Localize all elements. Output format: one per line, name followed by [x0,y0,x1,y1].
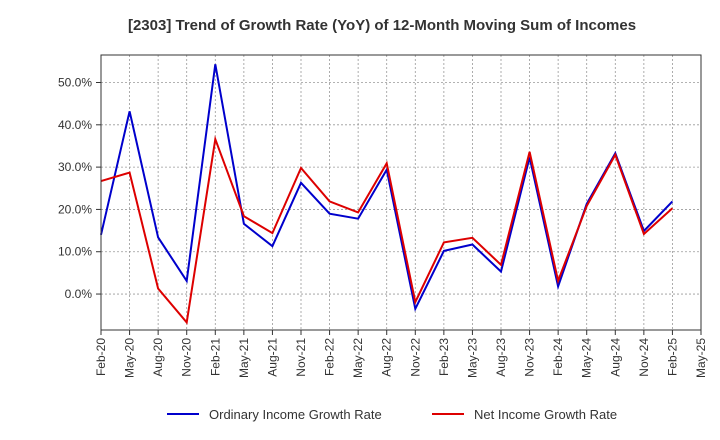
legend-label-ordinary-income: Ordinary Income Growth Rate [209,407,382,422]
legend-label-net-income: Net Income Growth Rate [474,407,617,422]
y-tick-label: 20.0% [58,202,92,216]
x-tick-label: Feb-23 [437,338,451,376]
x-axis: Feb-20 May-20 Aug-20 Nov-20 Feb-21 May-21 Aug-… [94,330,708,378]
y-tick-label: 0.0% [65,287,93,301]
legend: Ordinary Income Growth Rate Net Income G… [167,407,617,422]
x-tick-label: Nov-22 [408,338,422,377]
grid [100,55,702,330]
x-tick-label: May-21 [237,338,251,378]
x-tick-label: Nov-21 [294,338,308,377]
x-tick-label: Aug-22 [380,338,394,377]
plot-area [100,54,702,331]
series-line-1 [100,135,674,325]
y-tick-label: 10.0% [58,245,92,259]
x-tick-label: Aug-23 [494,338,508,377]
x-tick-label: Nov-24 [637,338,651,377]
y-tick-label: 40.0% [58,118,92,132]
x-tick-label: Feb-22 [323,338,337,376]
x-tick-label: May-24 [580,338,594,378]
x-tick-label: Feb-24 [551,338,565,376]
y-tick-label: 30.0% [58,160,92,174]
series-layer [100,64,674,325]
x-tick-label: Nov-23 [523,338,537,377]
y-tick-label: 50.0% [58,76,92,90]
x-tick-label: May-23 [465,338,479,378]
x-tick-label: Feb-25 [665,338,679,376]
chart-title: [2303] Trend of Growth Rate (YoY) of 12-… [128,17,636,34]
y-axis: 0.0% 10.0% 20.0% 30.0% 40.0% 50.0% [58,76,101,301]
x-tick-label: Aug-21 [265,338,279,377]
x-tick-label: May-25 [694,338,708,378]
x-tick-label: May-22 [351,338,365,378]
x-tick-label: Aug-20 [151,338,165,377]
x-tick-label: Feb-20 [94,338,108,376]
x-tick-label: Feb-21 [208,338,222,376]
x-tick-label: Nov-20 [180,338,194,377]
x-tick-label: May-20 [123,338,137,378]
x-tick-label: Aug-24 [608,338,622,377]
